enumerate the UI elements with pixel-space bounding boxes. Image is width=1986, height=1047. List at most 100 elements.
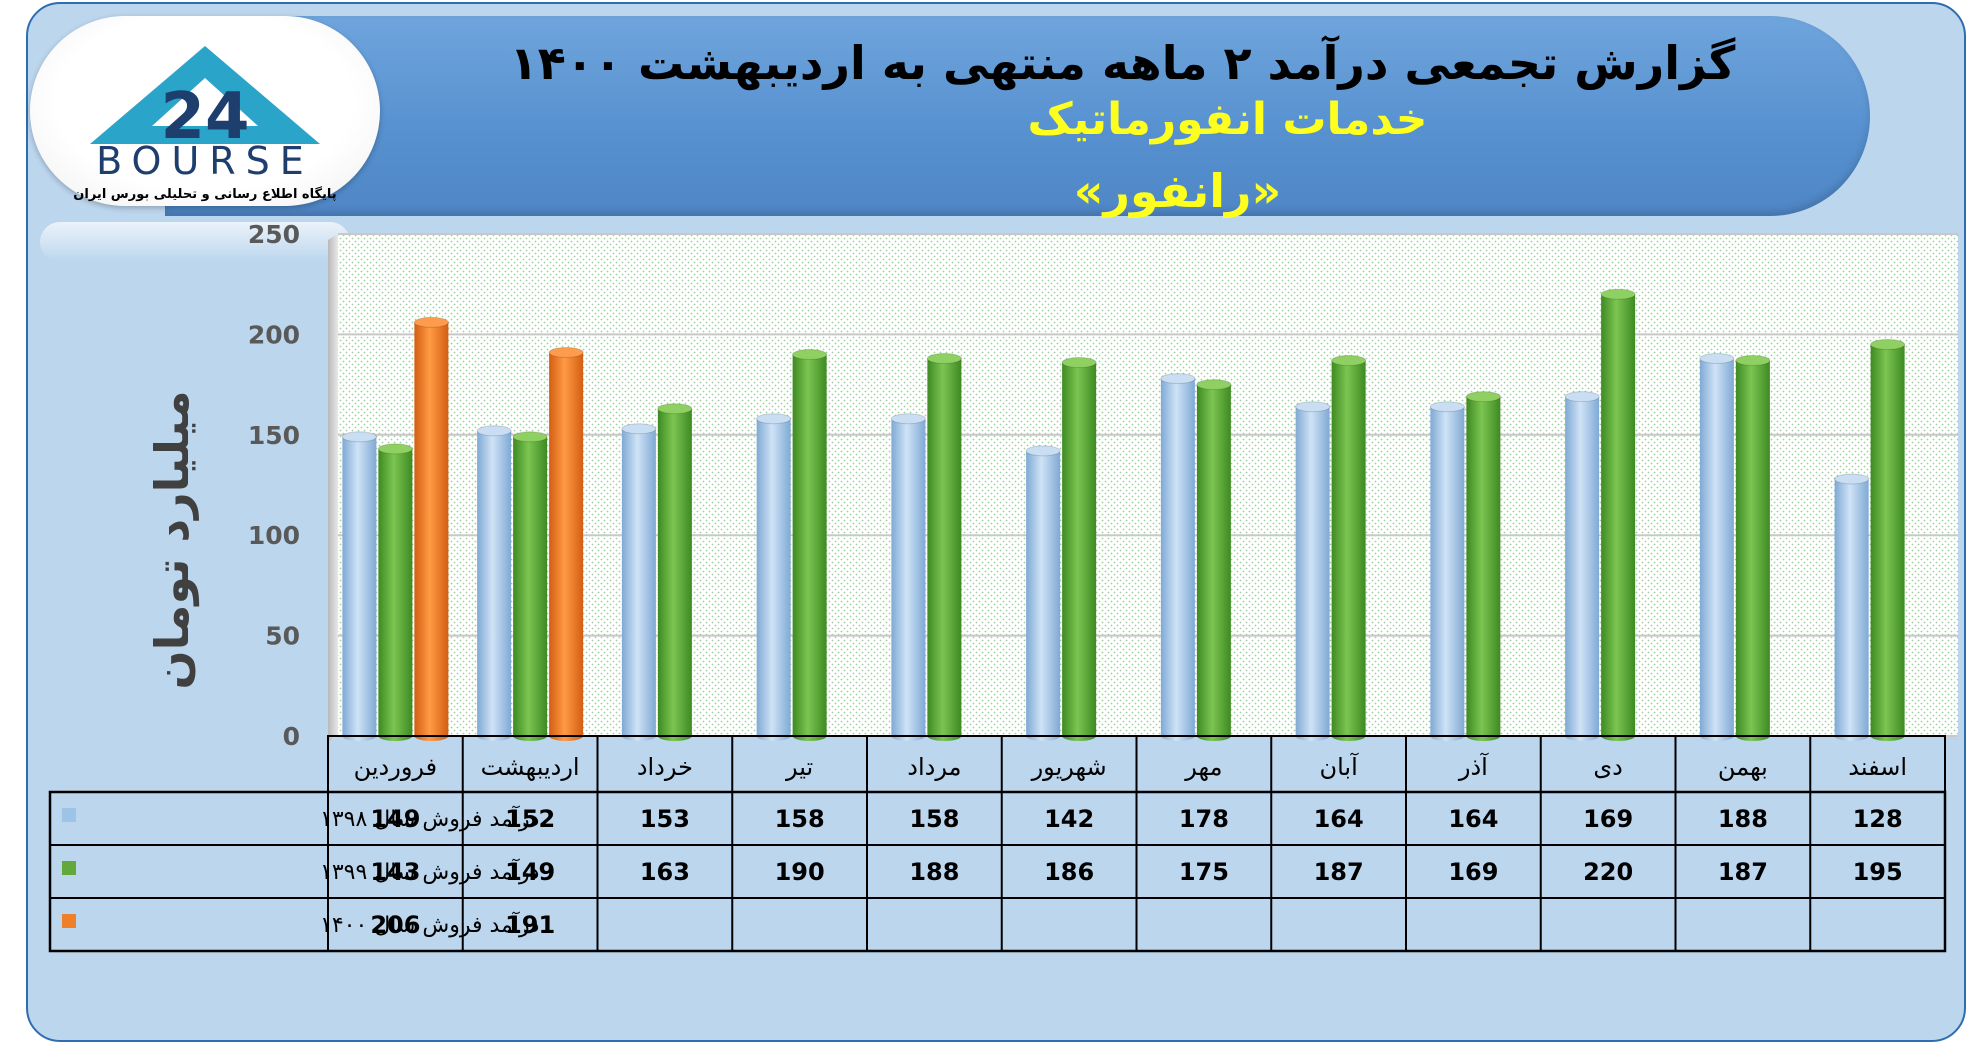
bar-top <box>792 348 828 360</box>
legend-swatch <box>62 808 76 822</box>
bar-top <box>413 316 449 328</box>
page-subtitle: خدمات انفورماتیک <box>1027 94 1428 145</box>
bar-top <box>341 431 377 443</box>
data-label: 163 <box>640 858 690 886</box>
bar-body <box>342 436 377 736</box>
bar-top <box>1160 373 1196 385</box>
bar-top <box>476 425 512 437</box>
plot-area <box>338 234 1958 736</box>
bar <box>1061 357 1097 741</box>
bar <box>1025 445 1061 741</box>
legend-swatch <box>62 914 76 928</box>
y-tick-label: 50 <box>265 622 300 651</box>
data-label: 206 <box>370 911 420 939</box>
bar-top <box>756 413 792 425</box>
data-label: 142 <box>1044 805 1094 833</box>
bar-top <box>1465 391 1501 403</box>
bar-top <box>1870 338 1906 350</box>
bar-top <box>1699 352 1735 364</box>
logo-tagline: پایگاه اطلاع رسانی و تحلیلی بورس ایران <box>73 186 336 202</box>
bar <box>657 403 693 741</box>
data-label: 158 <box>775 805 825 833</box>
bar <box>756 413 792 741</box>
data-label: 169 <box>1448 858 1498 886</box>
bar-top <box>1429 401 1465 413</box>
y-tick-label: 150 <box>248 421 300 450</box>
data-label: 187 <box>1718 858 1768 886</box>
bar-body <box>891 418 926 736</box>
bar <box>413 316 449 741</box>
data-label: 178 <box>1179 805 1229 833</box>
bar <box>792 348 828 741</box>
x-category-label: آبان <box>1319 752 1359 781</box>
bar-top <box>1295 401 1331 413</box>
bourse24-logo: 24 BOURSE پایگاه اطلاع رسانی و تحلیلی بو… <box>30 16 380 206</box>
data-label: 149 <box>370 805 420 833</box>
data-label: 164 <box>1314 805 1364 833</box>
bar-body <box>927 358 962 736</box>
x-category-label: شهریور <box>1031 753 1107 781</box>
y-tick-label: 250 <box>248 220 300 249</box>
legend-label: درآمد فروش سال ۱۴۰۰ <box>320 911 539 938</box>
bar <box>1196 379 1232 741</box>
x-category-label: اسفند <box>1848 753 1907 781</box>
logo-reflection <box>40 222 350 262</box>
logo-mark: 24 BOURSE پایگاه اطلاع رسانی و تحلیلی بو… <box>73 46 337 202</box>
bar-body <box>621 428 656 736</box>
bar-body <box>1699 358 1734 736</box>
bar-body <box>756 418 791 736</box>
bar-top <box>1196 379 1232 391</box>
bar-top <box>890 413 926 425</box>
bar <box>548 346 584 741</box>
bar-top <box>926 352 962 364</box>
svg-text:24: 24 <box>160 80 249 154</box>
y-tick-label: 100 <box>248 521 300 550</box>
bar-top <box>1025 445 1061 457</box>
bar-body <box>657 408 692 736</box>
bar-body <box>1026 450 1061 736</box>
bar <box>1331 355 1367 741</box>
bar-top <box>1061 357 1097 369</box>
bar-body <box>1430 406 1465 736</box>
bar-top <box>657 403 693 415</box>
bar <box>1870 338 1906 741</box>
bar <box>377 443 413 741</box>
x-category-label: مرداد <box>907 753 961 781</box>
data-label: 153 <box>640 805 690 833</box>
bar <box>890 413 926 741</box>
bar <box>1564 391 1600 741</box>
bar <box>1465 391 1501 741</box>
bar <box>1834 473 1870 741</box>
x-category-label: فروردین <box>354 753 438 781</box>
x-category-label: تیر <box>785 753 813 781</box>
data-label: 143 <box>370 858 420 886</box>
x-category-label: مهر <box>1184 753 1222 781</box>
bar-top <box>1564 391 1600 403</box>
bar-top <box>1735 355 1771 367</box>
bar-body <box>477 430 512 736</box>
bar-top <box>1331 355 1367 367</box>
bar-body <box>1295 406 1330 736</box>
data-label: 188 <box>1718 805 1768 833</box>
bar-top <box>621 423 657 435</box>
bar <box>926 352 962 741</box>
plot-side-wall <box>328 234 338 742</box>
y-tick-label: 0 <box>283 722 300 751</box>
data-label: 188 <box>909 858 959 886</box>
bar <box>1160 373 1196 741</box>
title-banner: گزارش تجمعی درآمد ۲ ماهه منتهی به اردیبه… <box>165 16 1870 218</box>
logo-text: BOURSE <box>96 139 314 183</box>
data-label: 164 <box>1448 805 1498 833</box>
bar-body <box>378 448 413 736</box>
bar-body <box>792 354 827 736</box>
bar-top <box>1600 288 1636 300</box>
bar <box>1735 355 1771 741</box>
company-name: «رانفور» <box>1073 164 1282 218</box>
bar <box>1699 352 1735 741</box>
bar <box>512 431 548 741</box>
bar <box>341 431 377 741</box>
x-category-label: بهمن <box>1718 753 1768 781</box>
bar-body <box>1601 294 1636 736</box>
data-label: 187 <box>1314 858 1364 886</box>
bar <box>1429 401 1465 741</box>
